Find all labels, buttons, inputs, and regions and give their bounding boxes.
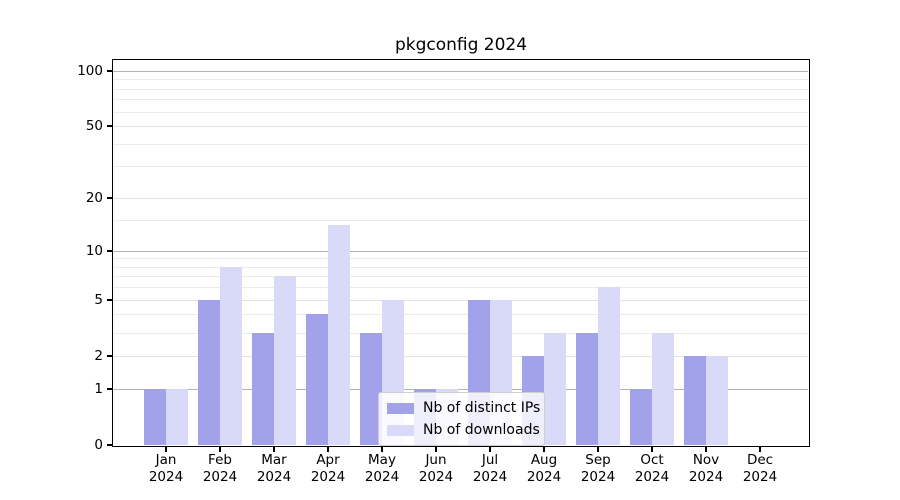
bar-downloads-apr-2024 (328, 225, 350, 445)
bar-distinct-ips-apr-2024 (306, 314, 328, 445)
legend-swatch-downloads (387, 424, 414, 436)
gridline-minor-40 (113, 143, 808, 145)
x-tick-jun-2024 (435, 447, 437, 452)
bar-distinct-ips-feb-2024 (198, 299, 220, 445)
x-tick-nov-2024 (705, 447, 707, 452)
legend-item-distinct-ips: Nb of distinct IPs (387, 400, 540, 416)
bar-downloads-oct-2024 (652, 332, 674, 445)
bar-distinct-ips-may-2024 (360, 332, 382, 445)
gridline-major-y-100 (113, 70, 808, 72)
y-tick-0 (107, 444, 112, 446)
gridline-major-y-1 (113, 388, 808, 390)
y-tick-label-0: 0 (94, 437, 103, 453)
gridline-y-20 (113, 198, 808, 199)
gridline-minor-70 (113, 99, 808, 101)
y-tick-20 (107, 197, 112, 199)
x-tick-feb-2024 (219, 447, 221, 452)
y-tick-5 (107, 298, 112, 301)
bar-downloads-jan-2024 (166, 388, 188, 445)
x-tick-label-jun-2024: Jun 2024 (418, 452, 454, 485)
x-tick-jan-2024 (165, 447, 167, 452)
x-tick-label-oct-2024: Oct 2024 (634, 452, 670, 485)
bar-downloads-feb-2024 (220, 266, 242, 445)
bar-downloads-mar-2024 (274, 276, 296, 445)
x-tick-label-sep-2024: Sep 2024 (580, 452, 616, 485)
bar-distinct-ips-oct-2024 (630, 388, 652, 445)
x-tick-label-jul-2024: Jul 2024 (472, 452, 508, 485)
x-tick-label-may-2024: May 2024 (364, 452, 400, 485)
bar-distinct-ips-nov-2024 (684, 355, 706, 445)
y-tick-10 (107, 249, 112, 252)
legend-item-downloads: Nb of downloads (387, 422, 540, 438)
x-tick-label-aug-2024: Aug 2024 (526, 452, 562, 485)
bar-downloads-nov-2024 (706, 355, 728, 445)
legend-label-distinct-ips: Nb of distinct IPs (423, 400, 541, 416)
plot-area (113, 60, 808, 445)
x-tick-dec-2024 (759, 447, 761, 452)
x-tick-may-2024 (381, 447, 383, 452)
bar-distinct-ips-mar-2024 (252, 332, 274, 445)
x-tick-aug-2024 (543, 447, 545, 452)
gridline-minor-9 (113, 258, 808, 260)
gridline-minor-30 (113, 166, 808, 168)
gridline-minor-8 (113, 266, 808, 268)
x-tick-label-mar-2024: Mar 2024 (256, 452, 292, 485)
y-tick-label-2: 2 (94, 347, 103, 364)
y-tick-100 (107, 69, 112, 72)
bar-downloads-aug-2024 (544, 332, 566, 445)
x-tick-apr-2024 (327, 447, 329, 452)
y-tick-label-10: 10 (85, 242, 103, 259)
gridline-y-50 (113, 126, 808, 127)
gridline-minor-7 (113, 276, 808, 278)
gridline-major-y-10 (113, 250, 808, 252)
x-tick-jul-2024 (489, 447, 491, 452)
gridline-minor-3 (113, 332, 808, 334)
gridline-y-2 (113, 355, 808, 357)
y-tick-label-5: 5 (94, 291, 103, 308)
y-tick-label-20: 20 (85, 190, 103, 206)
y-tick-2 (107, 354, 112, 357)
gridline-minor-60 (113, 111, 808, 113)
y-tick-label-1: 1 (94, 380, 103, 397)
x-tick-label-feb-2024: Feb 2024 (202, 452, 238, 485)
x-tick-mar-2024 (273, 447, 275, 452)
gridline-minor-4 (113, 314, 808, 316)
bar-downloads-sep-2024 (598, 287, 620, 445)
legend-label-downloads: Nb of downloads (423, 422, 540, 438)
y-tick-1 (107, 387, 112, 390)
gridline-minor-80 (113, 88, 808, 90)
x-tick-sep-2024 (597, 447, 599, 452)
gridline-minor-90 (113, 79, 808, 81)
gridline-minor-6 (113, 287, 808, 289)
x-tick-label-apr-2024: Apr 2024 (310, 452, 346, 485)
y-tick-label-50: 50 (85, 118, 103, 134)
legend: Nb of distinct IPs Nb of downloads (378, 392, 545, 446)
chart-title: pkgconfig 2024 (394, 35, 528, 55)
bar-distinct-ips-sep-2024 (576, 332, 598, 445)
legend-swatch-distinct-ips (387, 402, 414, 414)
x-tick-oct-2024 (651, 447, 653, 452)
y-tick-label-100: 100 (77, 62, 103, 79)
bar-distinct-ips-jan-2024 (144, 388, 166, 445)
y-tick-50 (107, 125, 112, 127)
gridline-y-5 (113, 299, 808, 301)
x-tick-label-dec-2024: Dec 2024 (742, 452, 778, 485)
gridline-minor-15 (113, 220, 808, 222)
x-tick-label-jan-2024: Jan 2024 (148, 452, 184, 485)
x-tick-label-nov-2024: Nov 2024 (688, 452, 724, 485)
